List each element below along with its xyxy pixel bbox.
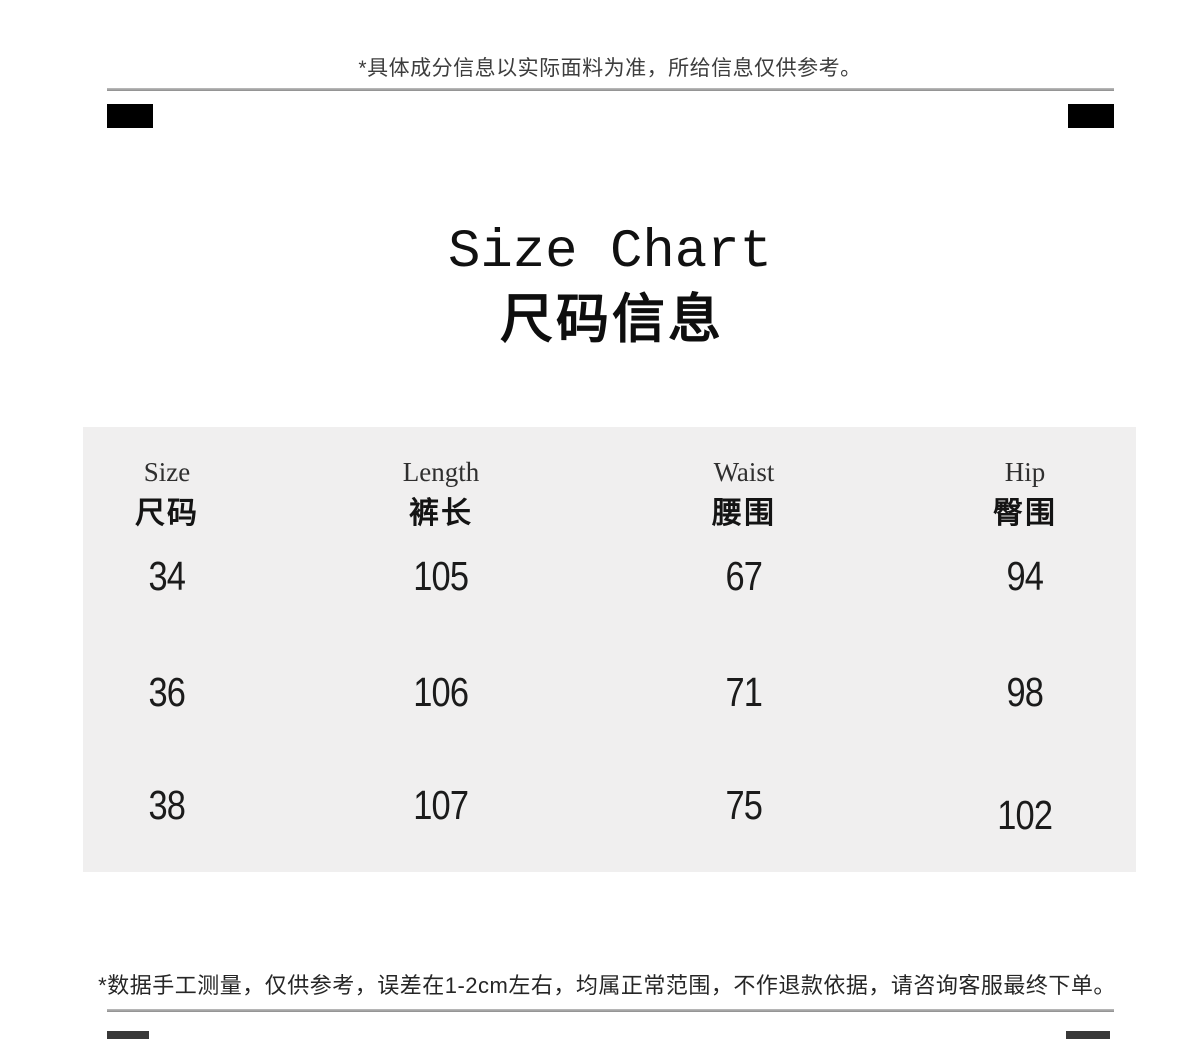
cell-r3-waist: 75: [604, 782, 884, 828]
cell-r2-hip: 98: [885, 669, 1165, 715]
top-divider: [107, 88, 1114, 91]
cell-r3-hip: 102: [885, 792, 1165, 838]
cell-value: 38: [148, 782, 186, 828]
cell-r1-length: 105: [301, 553, 581, 599]
measurement-disclaimer-note: *数据手工测量，仅供参考，误差在1-2cm左右，均属正常范围，不作退款依据，请咨…: [98, 973, 1116, 998]
cell-value: 67: [725, 553, 763, 599]
cell-value: 102: [997, 792, 1054, 838]
size-table-card: Size Length Waist Hip 尺码 裤长 腰围 臀围 34 105…: [83, 427, 1136, 872]
cell-r1-waist: 67: [604, 553, 884, 599]
cell-r2-length: 106: [301, 669, 581, 715]
column-header-hip-en: Hip: [1004, 457, 1046, 487]
bottom-left-block-partial: [107, 1031, 149, 1039]
cell-value: 98: [1006, 669, 1044, 715]
column-header-length-cn: 裤长: [409, 497, 473, 530]
bottom-divider: [107, 1009, 1114, 1012]
cell-r1-hip: 94: [885, 553, 1165, 599]
column-header-size-en: Size: [143, 457, 191, 487]
cell-r1-size: 34: [27, 553, 307, 599]
cell-value: 105: [413, 553, 470, 599]
bottom-right-block-partial: [1066, 1031, 1110, 1039]
column-header-hip-cn: 臀围: [993, 497, 1057, 530]
cell-r2-size: 36: [27, 669, 307, 715]
top-left-block: [107, 104, 153, 128]
cell-value: 106: [413, 669, 470, 715]
page-title-english: Size Chart: [447, 222, 773, 283]
column-header-length-en: Length: [402, 457, 480, 487]
cell-value: 107: [413, 782, 470, 828]
cell-r3-size: 38: [27, 782, 307, 828]
column-header-size-cn: 尺码: [135, 497, 199, 530]
cell-value: 71: [725, 669, 763, 715]
column-header-waist-en: Waist: [713, 457, 775, 487]
cell-value: 75: [725, 782, 763, 828]
cell-value: 36: [148, 669, 186, 715]
top-right-block: [1068, 104, 1114, 128]
cell-value: 34: [148, 553, 186, 599]
fabric-disclaimer-note: *具体成分信息以实际面料为准，所给信息仅供参考。: [358, 57, 862, 80]
column-header-waist-cn: 腰围: [712, 497, 776, 530]
cell-r2-waist: 71: [604, 669, 884, 715]
page-title-chinese: 尺码信息: [500, 290, 724, 349]
cell-value: 94: [1006, 553, 1044, 599]
cell-r3-length: 107: [301, 782, 581, 828]
